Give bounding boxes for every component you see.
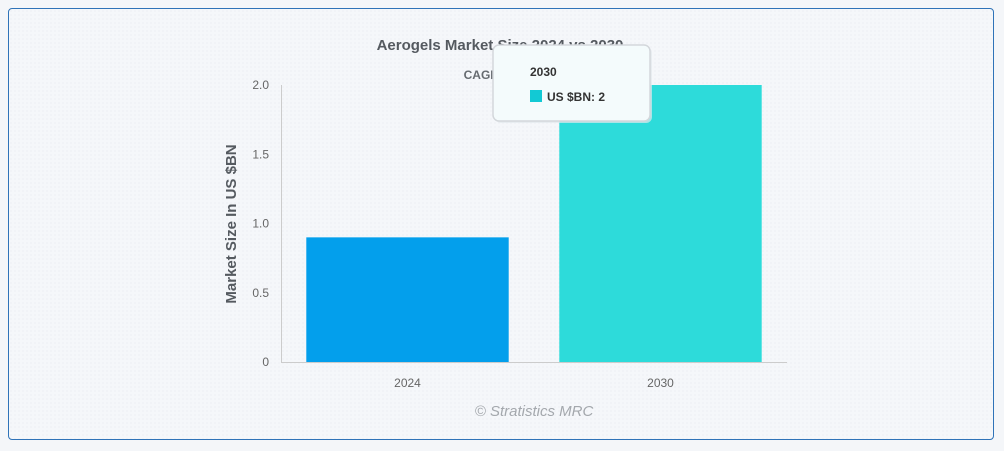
y-axis-label: Market Size In US $BN — [223, 144, 240, 303]
y-ticks: 0 0.5 1.0 1.5 2.0 — [252, 78, 269, 369]
x-tick-label: 2030 — [647, 376, 674, 390]
y-tick-label: 1.0 — [252, 217, 269, 231]
tooltip-category: 2030 — [530, 65, 557, 79]
y-tick-label: 0 — [262, 355, 269, 369]
x-ticks: 2024 2030 — [394, 376, 674, 390]
tooltip-value-text: US $BN: 2 — [547, 90, 605, 104]
y-tick-label: 0.5 — [252, 286, 269, 300]
x-tick-label: 2024 — [394, 376, 421, 390]
credit-text: © Stratistics MRC — [475, 403, 594, 420]
bars — [306, 85, 762, 362]
bar-2024[interactable] — [306, 237, 509, 362]
tooltip: 2030 US $BN: 2 — [492, 44, 652, 123]
y-tick-label: 1.5 — [252, 147, 269, 161]
tooltip-series-marker — [530, 90, 542, 102]
tooltip-box — [492, 44, 651, 122]
y-tick-label: 2.0 — [252, 78, 269, 92]
bar-2030[interactable] — [559, 85, 762, 362]
